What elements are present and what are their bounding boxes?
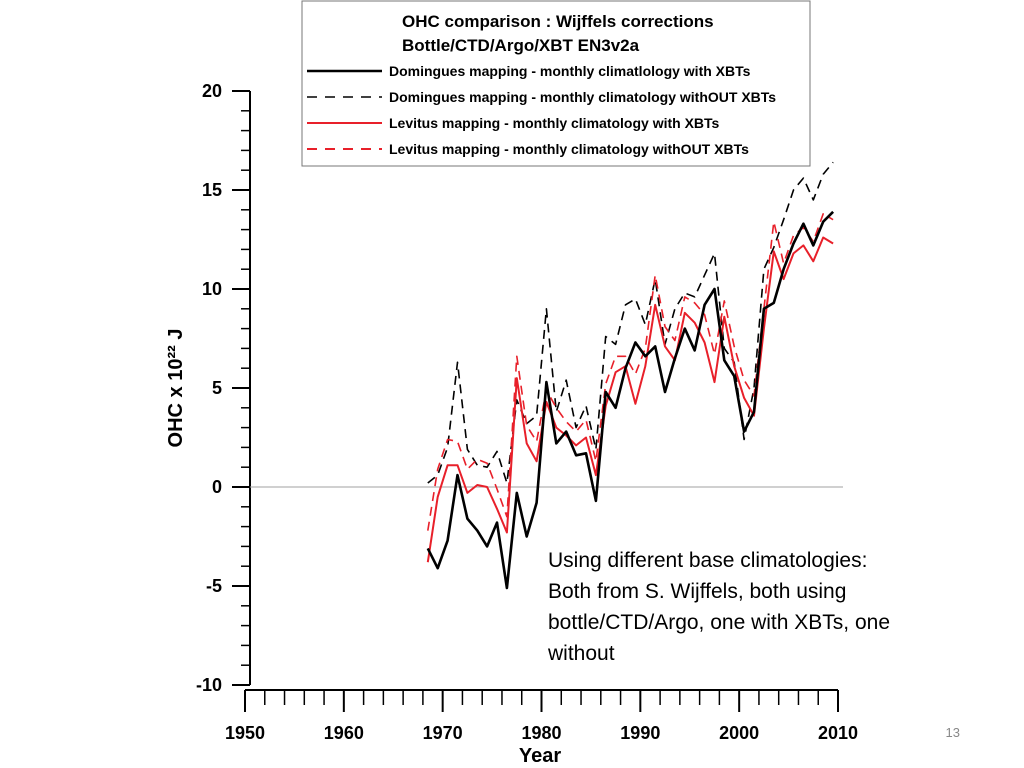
annotation-line: Both from S. Wijffels, both using <box>548 580 847 603</box>
x-axis-title: Year <box>519 745 561 767</box>
y-tick-label: 15 <box>202 180 222 200</box>
y-tick-label: 5 <box>212 378 222 398</box>
y-tick-label: -10 <box>196 675 222 695</box>
annotation-line: without <box>548 642 615 665</box>
x-axis-tick-labels: 1950 1960 1970 1980 1990 2000 2010 <box>225 723 858 743</box>
y-axis-tick-labels: 20 15 10 5 0 -5 -10 <box>196 81 222 695</box>
series-line-1 <box>426 210 835 590</box>
legend-label-series-1: Domingues mapping - monthly climatlology… <box>389 63 751 79</box>
chart-title: OHC comparison : Wijffels corrections <box>402 12 714 31</box>
x-tick-label: 1970 <box>423 723 463 743</box>
x-tick-label: 1990 <box>620 723 660 743</box>
legend-frame <box>301 0 811 167</box>
y-tick-label: 0 <box>212 477 222 497</box>
slide-number: 13 <box>945 725 960 740</box>
y-axis-ticks <box>232 90 250 686</box>
legend-label-series-4: Levitus mapping - monthly climatology wi… <box>389 141 749 157</box>
annotation-line: bottle/CTD/Argo, one with XBTs, one <box>548 611 890 634</box>
y-tick-label: -5 <box>206 576 222 596</box>
x-axis-ticks <box>244 690 839 712</box>
series-line-4 <box>427 213 834 531</box>
y-tick-label: 10 <box>202 279 222 299</box>
x-tick-label: 1950 <box>225 723 265 743</box>
legend: OHC comparison : Wijffels corrections Bo… <box>301 0 811 167</box>
x-tick-label: 1980 <box>521 723 561 743</box>
annotation-line: Using different base climatologies: <box>548 549 868 572</box>
annotation-text: Using different base climatologies: Both… <box>548 545 978 669</box>
series-line-2 <box>427 161 834 484</box>
legend-label-series-3: Levitus mapping - monthly climatology wi… <box>389 115 720 131</box>
x-tick-label: 2000 <box>719 723 759 743</box>
chart-subtitle: Bottle/CTD/Argo/XBT EN3v2a <box>402 36 640 55</box>
series-lines <box>426 161 835 590</box>
y-tick-label: 20 <box>202 81 222 101</box>
legend-label-series-2: Domingues mapping - monthly climatology … <box>389 89 776 105</box>
y-axis-title: OHC x 10²² J <box>165 329 187 448</box>
x-tick-label: 1960 <box>324 723 364 743</box>
x-tick-label: 2010 <box>818 723 858 743</box>
series-line-3 <box>426 236 834 563</box>
